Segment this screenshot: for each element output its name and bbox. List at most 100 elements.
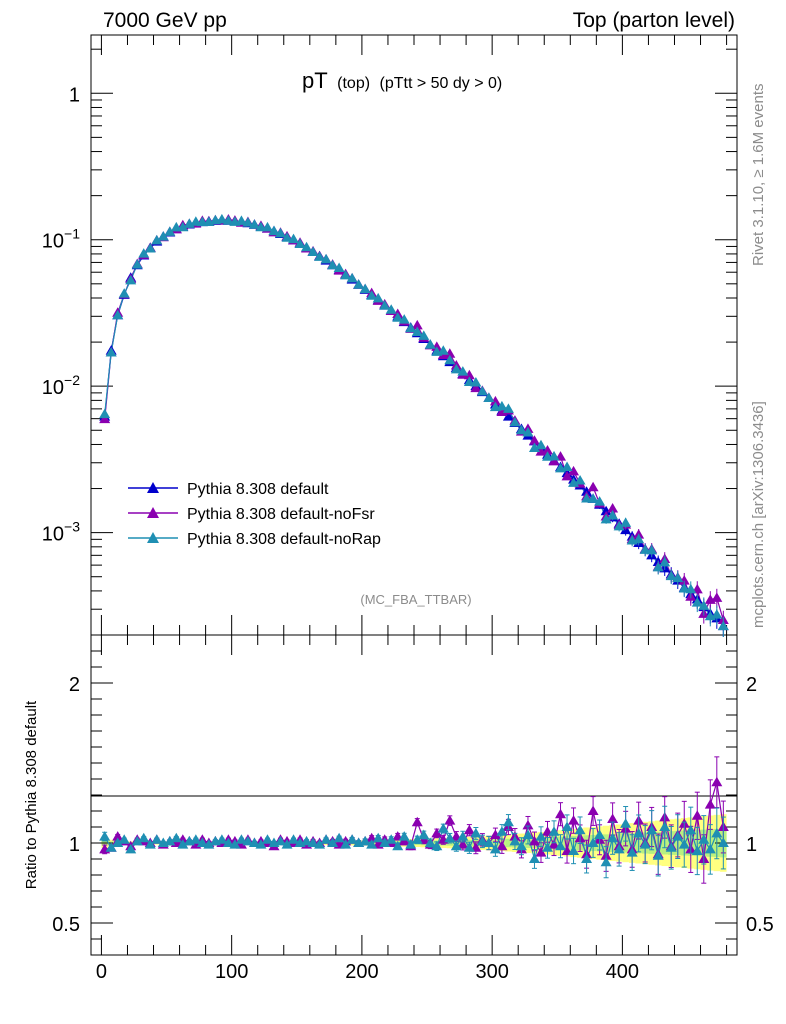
ratio-marker-norap <box>528 853 540 863</box>
y-tick-label: 1 <box>69 84 80 106</box>
plot-title-sub2: (pTtt > 50 dy > 0) <box>380 75 503 92</box>
marker-norap <box>574 475 586 485</box>
marker-norap <box>600 513 612 524</box>
marker-nofsr <box>587 481 599 492</box>
ratio-marker-norap <box>457 831 469 841</box>
ratio-marker-nofsr <box>555 808 567 819</box>
ratio-marker-norap <box>574 824 586 835</box>
x-tick-label: 400 <box>606 961 639 983</box>
marker-norap <box>437 345 449 355</box>
marker-norap <box>522 426 534 437</box>
ratio-marker-norap <box>405 839 417 849</box>
ratio-marker-nofsr <box>691 810 703 820</box>
ratio-marker-norap <box>275 835 287 846</box>
marker-norap <box>646 544 658 555</box>
marker-norap <box>457 366 469 376</box>
marker-nofsr <box>607 503 619 513</box>
ratio-marker-norap <box>691 845 703 855</box>
marker-norap <box>177 221 189 232</box>
ratio-marker-norap <box>288 834 300 844</box>
ratio-marker-norap <box>248 837 260 847</box>
y-tick-label: 10−3 <box>42 519 80 546</box>
marker-norap <box>587 493 599 503</box>
ratio-marker-norap <box>125 843 137 854</box>
marker-norap <box>242 217 254 227</box>
marker-norap <box>353 279 365 289</box>
ratio-ylabel: Ratio to Pythia 8.308 default <box>23 700 40 889</box>
ratio-marker-norap <box>235 834 247 844</box>
marker-norap <box>548 450 560 461</box>
ratio-marker-norap <box>379 837 391 847</box>
ratio-marker-norap <box>164 835 176 846</box>
plot-title-sub1: (top) <box>337 75 370 92</box>
marker-norap <box>607 510 619 520</box>
ratio-marker-norap <box>561 821 573 831</box>
marker-norap <box>222 215 234 225</box>
ratio-marker-norap <box>138 832 150 843</box>
ratio-frame <box>90 634 738 956</box>
ratio-marker-norap <box>672 831 684 841</box>
legend-label-nofsr: Pythia 8.308 default-noFsr <box>187 506 375 523</box>
ratio-marker-norap <box>177 839 189 849</box>
legend-entry-nofsr: Pythia 8.308 default-noFsr <box>128 506 375 523</box>
ratio-marker-norap <box>281 839 293 849</box>
marker-nofsr <box>678 575 690 585</box>
ratio-marker-norap <box>522 829 534 839</box>
ratio-marker-norap <box>144 839 156 849</box>
ratio-marker-nofsr <box>411 816 423 827</box>
ratio-marker-norap <box>444 832 456 843</box>
marker-norap <box>678 582 690 593</box>
marker-norap <box>515 424 527 435</box>
ratio-marker-nofsr <box>568 815 580 825</box>
ratio-marker-nofsr <box>112 831 124 841</box>
marker-norap <box>424 339 436 349</box>
main-y-ticks: 1 10−1 10−2 10−3 <box>42 48 737 636</box>
ratio-marker-norap <box>366 839 378 849</box>
marker-nofsr <box>568 465 580 476</box>
ratio-marker-norap <box>502 816 514 827</box>
legend: Pythia 8.308 default Pythia 8.308 defaul… <box>128 481 381 548</box>
ratio-marker-nofsr <box>528 835 540 846</box>
y-tick-label: 10−2 <box>42 372 80 399</box>
ratio-marker-norap <box>659 821 671 831</box>
marker-norap <box>633 533 645 544</box>
x-ticks: 0 100 200 300 400 <box>96 35 728 983</box>
y-tick-label: 10−1 <box>42 226 80 253</box>
ratio-marker-norap <box>372 832 384 843</box>
marker-norap <box>659 556 671 567</box>
ratio-marker-nofsr <box>522 819 534 830</box>
marker-nofsr <box>463 369 475 380</box>
ratio-marker-norap <box>170 832 182 843</box>
marker-norap <box>366 290 378 300</box>
ratio-marker-norap <box>594 829 606 839</box>
ratio-marker-norap <box>333 832 345 843</box>
ratio-marker-norap <box>496 826 508 836</box>
legend-entry-default: Pythia 8.308 default <box>128 481 329 498</box>
marker-norap <box>502 403 514 413</box>
marker-norap <box>528 442 540 453</box>
ratio-tick-label: 0.5 <box>52 914 80 936</box>
ratio-tick-label-right: 2 <box>746 674 757 696</box>
ratio-marker-nofsr <box>489 829 501 839</box>
ratio-marker-norap <box>229 839 241 849</box>
ratio-marker-norap <box>555 840 567 851</box>
ratio-marker-norap <box>385 834 397 844</box>
ratio-marker-norap <box>196 837 208 847</box>
ratio-marker-nofsr <box>587 805 599 815</box>
marker-norap <box>99 408 111 419</box>
marker-norap <box>620 517 632 527</box>
ratio-marker-norap <box>131 835 143 846</box>
marker-norap <box>691 597 703 607</box>
mcplots-label: mcplots.cern.ch [arXiv:1306.3436] <box>750 401 767 628</box>
ratio-marker-nofsr <box>463 824 475 835</box>
marker-nofsr <box>711 592 723 602</box>
x-tick-label: 300 <box>475 961 508 983</box>
ratio-marker-norap <box>222 837 234 847</box>
marker-norap <box>444 354 456 365</box>
ratio-marker-norap <box>307 837 319 847</box>
ratio-y-ticks: 0.5 0.5 1 1 2 2 <box>52 650 774 940</box>
marker-norap <box>261 221 273 232</box>
ratio-marker-norap <box>463 842 475 852</box>
marker-norap <box>685 583 697 594</box>
marker-norap <box>327 259 339 270</box>
